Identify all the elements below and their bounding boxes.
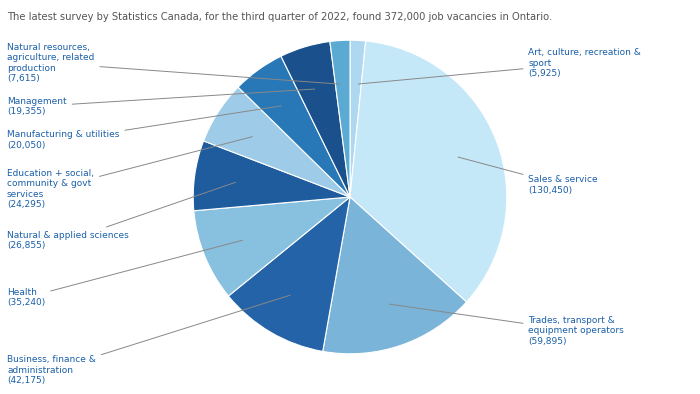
Text: Health
(35,240): Health (35,240)	[7, 240, 243, 307]
Wedge shape	[194, 197, 350, 296]
Text: Management
(19,355): Management (19,355)	[7, 89, 315, 116]
Wedge shape	[193, 141, 350, 211]
Text: Education + social,
community & govt
services
(24,295): Education + social, community & govt ser…	[7, 137, 252, 209]
Text: Art, culture, recreation &
sport
(5,925): Art, culture, recreation & sport (5,925)	[358, 48, 641, 84]
Text: Sales & service
(130,450): Sales & service (130,450)	[458, 157, 598, 195]
Text: Business, finance &
administration
(42,175): Business, finance & administration (42,1…	[7, 295, 290, 385]
Wedge shape	[281, 41, 350, 197]
Wedge shape	[228, 197, 350, 351]
Text: Natural & applied sciences
(26,855): Natural & applied sciences (26,855)	[7, 182, 236, 250]
Text: Natural resources,
agriculture, related
production
(7,615): Natural resources, agriculture, related …	[7, 43, 340, 84]
Text: Manufacturing & utilities
(20,050): Manufacturing & utilities (20,050)	[7, 106, 281, 150]
Text: Trades, transport &
equipment operators
(59,895): Trades, transport & equipment operators …	[389, 304, 624, 346]
Wedge shape	[330, 40, 350, 197]
Wedge shape	[350, 41, 507, 302]
Wedge shape	[238, 56, 350, 197]
Wedge shape	[323, 197, 466, 354]
Text: The latest survey by Statistics Canada, for the third quarter of 2022, found 372: The latest survey by Statistics Canada, …	[7, 12, 552, 22]
Wedge shape	[350, 40, 365, 197]
Wedge shape	[204, 87, 350, 197]
